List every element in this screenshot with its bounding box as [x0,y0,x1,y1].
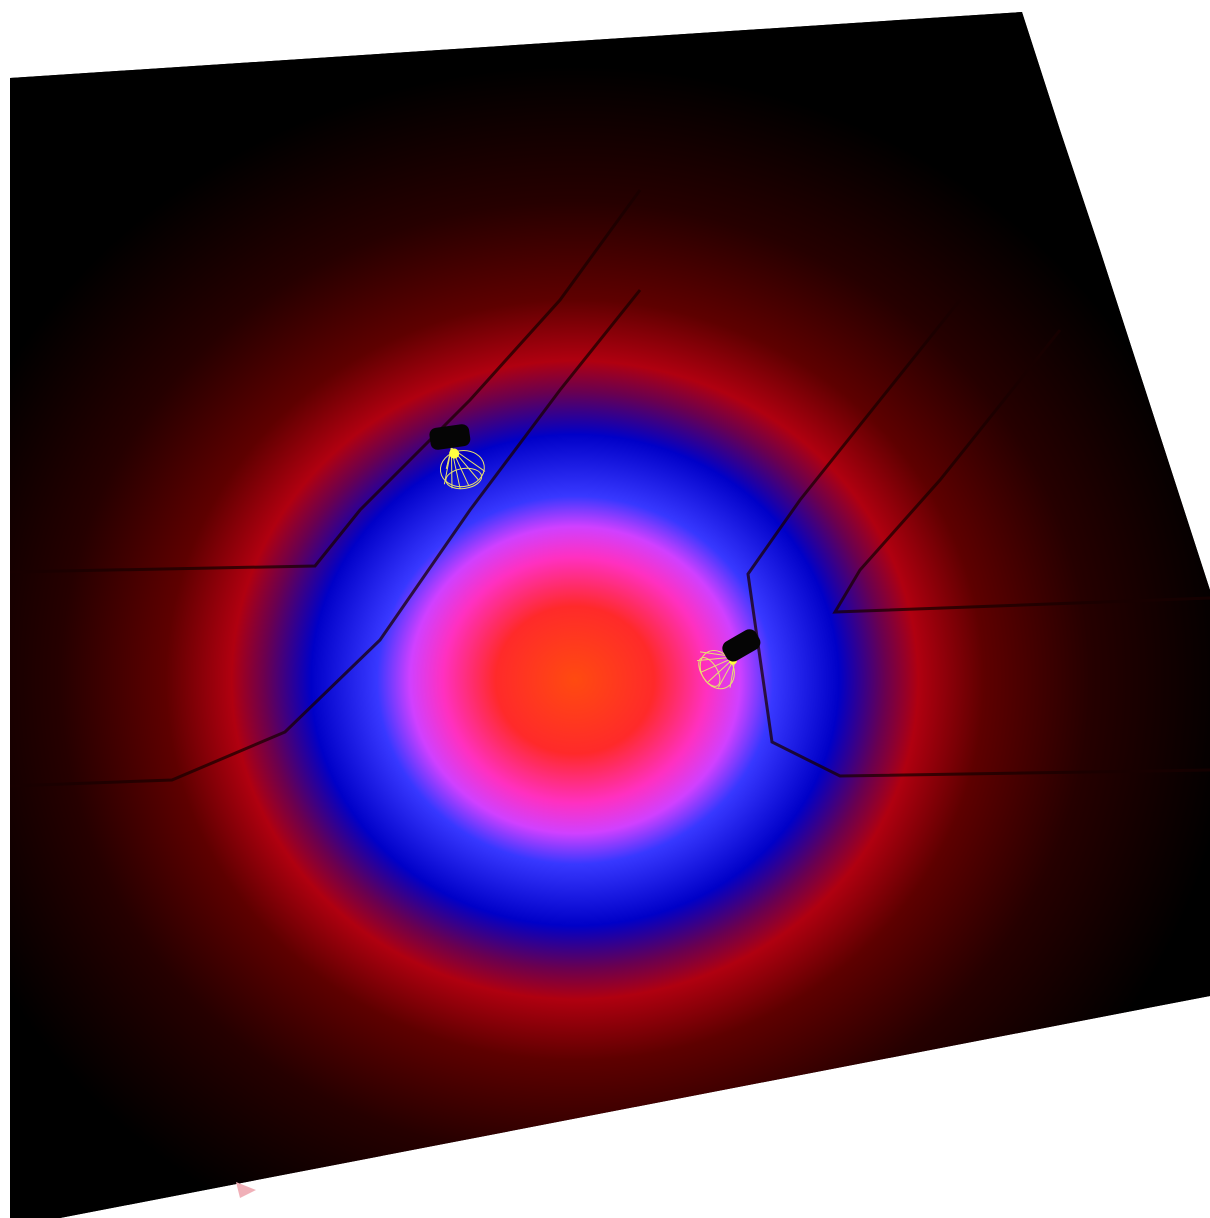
fixture-body [722,629,761,662]
ridge-line [832,329,1210,614]
ridge-line [10,189,642,574]
surface-ridges [10,189,1210,788]
ridge-line [746,299,1210,778]
axis-marker [236,1182,256,1198]
light-fixture [696,629,761,690]
light-fixture [429,424,486,490]
fixture-body [429,424,471,450]
light-source [449,448,460,459]
ridge-line [10,289,642,788]
